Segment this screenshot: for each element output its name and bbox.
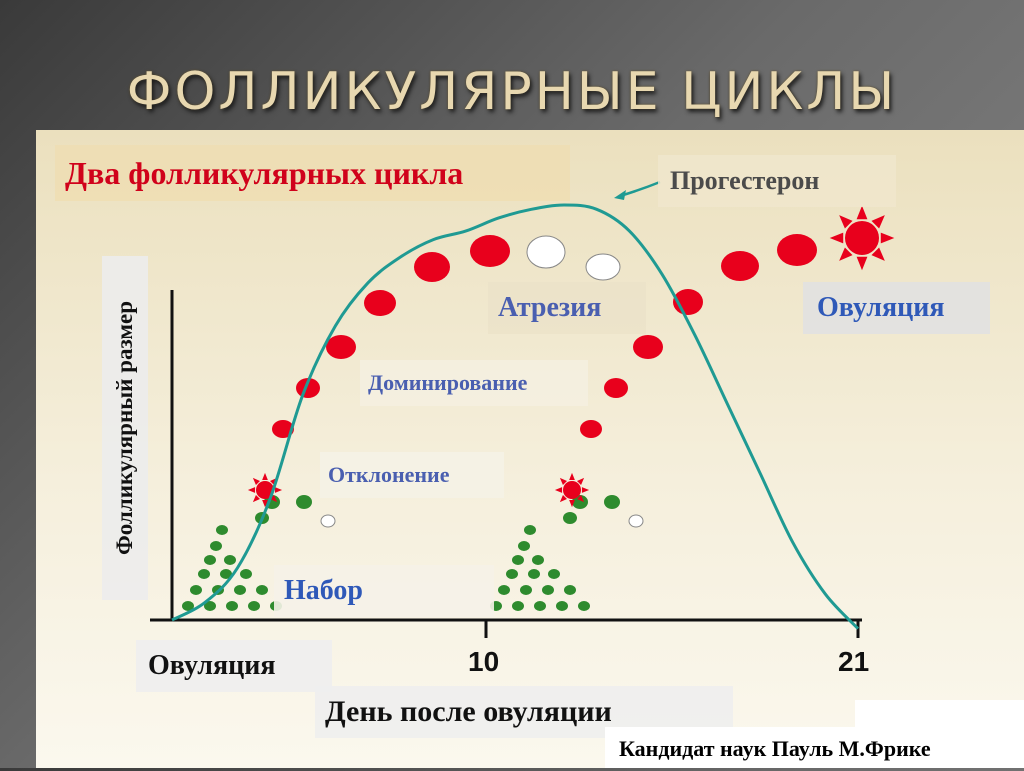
atretic-follicle-marker: [526, 235, 566, 269]
dominant-follicle-marker: [633, 335, 663, 359]
y-axis-label-box: Фолликулярный размер: [102, 256, 148, 600]
recruited-follicle-marker: [216, 525, 228, 535]
recruited-follicle-marker: [520, 585, 532, 595]
recruited-follicle-marker: [204, 555, 216, 565]
slide-title: ФОЛЛИКУЛЯРНЫЕ ЦИКЛЫ: [126, 62, 898, 122]
recruited-follicle-marker: [182, 601, 194, 611]
recruited-follicle-marker: [248, 601, 260, 611]
recruited-follicle-marker: [548, 569, 560, 579]
author-backdrop: [855, 700, 1024, 730]
label-dominance: Доминирование: [360, 360, 588, 406]
recruited-follicle-marker: [556, 601, 568, 611]
recruited-follicle-marker: [528, 569, 540, 579]
recruited-follicle-marker: [226, 601, 238, 611]
recruited-follicle-marker: [542, 585, 554, 595]
recruited-follicle-marker: [506, 569, 518, 579]
recruited-follicle-marker: [204, 601, 216, 611]
author-credit: Кандидат наук Пауль М.Фрике: [605, 727, 1024, 768]
x-tick-label-21: 21: [838, 646, 870, 677]
dominant-follicle-marker: [721, 251, 759, 281]
dominant-follicle-marker: [580, 420, 602, 438]
x-tick-label-10: 10: [468, 646, 500, 677]
dominant-follicle-marker: [470, 235, 510, 267]
recruited-follicle-marker: [198, 569, 210, 579]
recruited-follicle-marker: [210, 541, 222, 551]
chart-subtitle: Два фолликулярных цикла: [55, 145, 570, 201]
recruited-follicle-marker: [532, 555, 544, 565]
dominant-follicle-marker: [777, 234, 817, 266]
y-axis-label: Фолликулярный размер: [112, 300, 137, 556]
progesterone-curve: [171, 203, 860, 630]
label-atresia: Атрезия: [488, 282, 646, 334]
recruited-follicle-marker: [572, 495, 588, 509]
recruited-follicle-marker: [296, 495, 312, 509]
label-progesterone: Прогестерон: [658, 155, 896, 207]
recruited-follicle-marker: [240, 569, 252, 579]
atretic-follicle-marker: [320, 514, 336, 528]
progesterone-arrow: [619, 180, 661, 198]
atretic-follicle-marker: [585, 253, 621, 281]
recruited-follicle-marker: [256, 585, 268, 595]
ovulation-star-icon: [554, 472, 590, 508]
recruited-follicle-marker: [220, 569, 232, 579]
recruited-follicle-marker: [190, 585, 202, 595]
label-recruitment: Набор: [274, 565, 494, 617]
dominant-follicle-marker: [326, 335, 356, 359]
recruited-follicle-marker: [234, 585, 246, 595]
label-ovulation-right: Овуляция: [803, 282, 990, 334]
x-tick-label-ovulation: Овуляция: [136, 640, 332, 692]
dominant-follicle-marker: [414, 252, 450, 282]
label-deviation: Отклонение: [320, 452, 504, 498]
ovulation-star-icon: [829, 205, 895, 271]
recruited-follicle-marker: [512, 601, 524, 611]
recruited-follicle-marker: [224, 555, 236, 565]
recruited-follicle-marker: [512, 555, 524, 565]
recruited-follicle-marker: [524, 525, 536, 535]
recruited-follicle-marker: [563, 512, 577, 524]
recruited-follicle-marker: [534, 601, 546, 611]
recruited-follicle-marker: [564, 585, 576, 595]
recruited-follicle-marker: [518, 541, 530, 551]
recruited-follicle-marker: [498, 585, 510, 595]
atretic-follicle-marker: [628, 514, 644, 528]
arrow-head: [614, 190, 626, 200]
follicle-markers: [182, 205, 895, 611]
recruited-follicle-marker: [604, 495, 620, 509]
dominant-follicle-marker: [604, 378, 628, 398]
recruited-follicle-marker: [578, 601, 590, 611]
ovulation-star-icon: [247, 472, 283, 508]
dominant-follicle-marker: [272, 420, 294, 438]
dominant-follicle-marker: [364, 290, 396, 316]
